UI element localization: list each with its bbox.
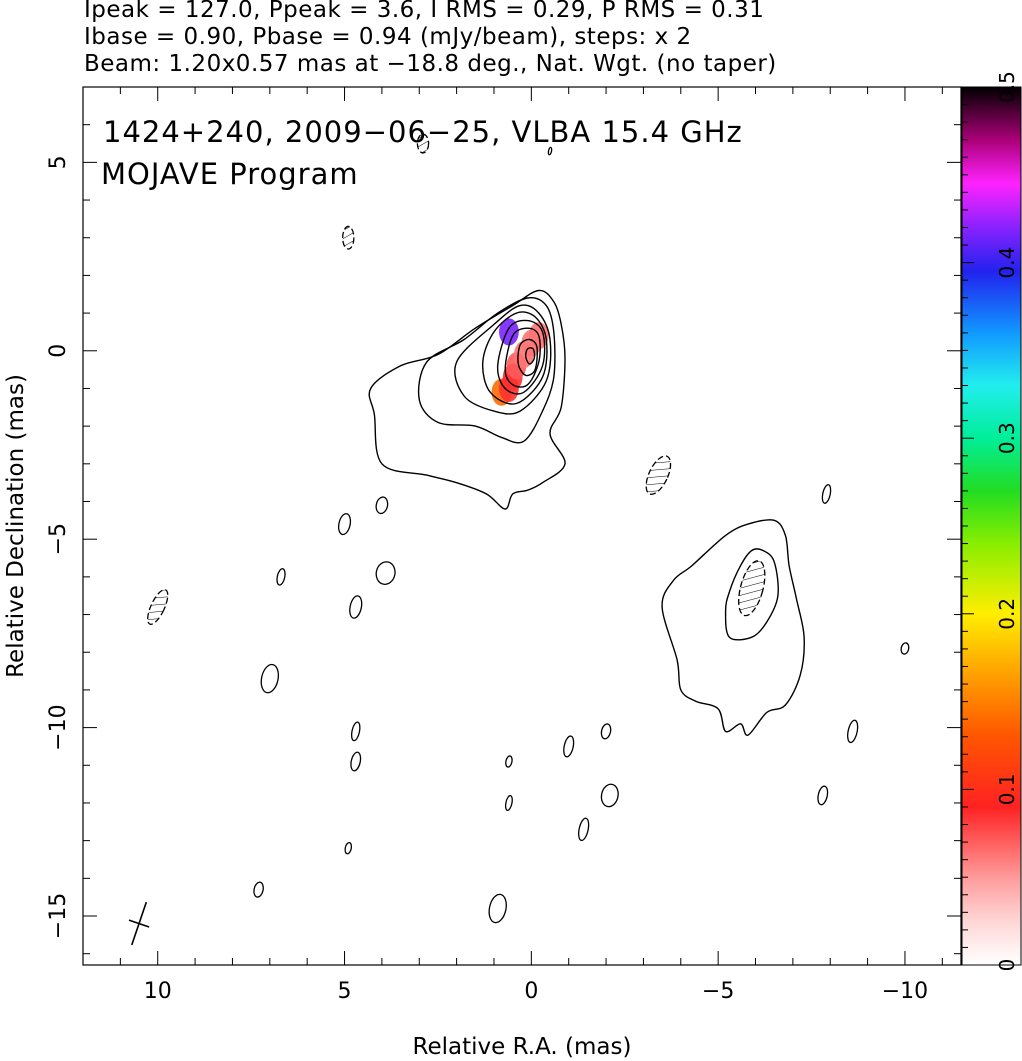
negative-contour-3 (416, 133, 430, 154)
y-axis-label: Relative Declination (mas) (3, 374, 29, 678)
noise-contour-20 (900, 642, 910, 655)
noise-contour-10 (488, 893, 507, 924)
noise-contour-14 (600, 723, 612, 740)
noise-contour-2 (375, 561, 396, 585)
core-contour-7 (524, 347, 536, 365)
y-tick-label: 5 (46, 155, 71, 169)
y-tick-label: −15 (46, 893, 71, 939)
negative-contour-0 (645, 455, 672, 495)
noise-contour-7 (350, 751, 362, 772)
noise-contour-15 (600, 783, 619, 808)
x-tick-label: 10 (144, 979, 172, 1004)
noise-contour-0 (375, 496, 389, 515)
contour-layer (147, 133, 910, 924)
noise-contour-1 (337, 513, 352, 536)
negative-contour-2 (147, 589, 169, 625)
x-tick-label: −5 (702, 979, 734, 1004)
core-contour-1 (417, 297, 556, 444)
noise-contour-17 (821, 484, 832, 504)
colorbar-tick-label: 0.5 (995, 71, 1019, 103)
core-contour-6 (517, 338, 538, 377)
header-line-3: Beam: 1.20x0.57 mas at −18.8 deg., Nat. … (84, 51, 777, 77)
jet-contour-1 (724, 548, 779, 641)
noise-contour-4 (349, 595, 363, 619)
beam-layer (128, 901, 150, 946)
noise-contour-21 (547, 146, 553, 156)
x-tick-label: 5 (338, 979, 352, 1004)
x-tick-label: 0 (524, 979, 538, 1004)
y-tick-label: −5 (46, 523, 71, 555)
colorbar-tick-label: 0.2 (995, 598, 1019, 630)
core-contour-4 (496, 319, 546, 395)
core-contour-3 (481, 311, 548, 405)
noise-contour-9 (253, 881, 264, 898)
noise-contour-12 (504, 794, 513, 812)
x-tick-label: −10 (882, 979, 928, 1004)
x-axis-label: Relative R.A. (mas) (413, 1034, 632, 1060)
noise-contour-19 (847, 719, 859, 744)
program-title: MOJAVE Program (101, 157, 359, 191)
colorbar-ticks: 0 0.1 0.2 0.3 0.4 0.5 (962, 71, 1019, 971)
colorbar-tick-label: 0.3 (995, 422, 1019, 454)
beam-cross (128, 901, 150, 946)
colorbar-tick-label: 0.1 (995, 773, 1019, 805)
colorbar-tick-label: 0 (995, 959, 1019, 972)
y-tick-label: 0 (46, 344, 71, 358)
noise-contour-6 (350, 721, 361, 742)
noise-contour-18 (817, 785, 829, 806)
colorbar (961, 86, 1022, 966)
noise-contour-5 (260, 663, 280, 694)
beam-minor-axis (128, 919, 150, 928)
noise-contour-8 (344, 841, 353, 855)
header-line-2: Ibase = 0.90, Pbase = 0.94 (mJy/beam), s… (84, 24, 692, 50)
header-line-1: Ipeak = 127.0, Ppeak = 3.6, I RMS = 0.29… (84, 0, 765, 23)
negative-contour-4 (342, 225, 355, 250)
noise-contour-11 (505, 755, 513, 768)
noise-contour-13 (563, 735, 575, 758)
noise-contour-3 (276, 568, 286, 586)
source-title: 1424+240, 2009−06−25, VLBA 15.4 GHz (103, 115, 743, 149)
colorbar-tick-label: 0.4 (995, 247, 1019, 279)
axis-ticks: 10 5 0 −5 −10 5 0 −5 −10 −15 (46, 86, 961, 1004)
y-tick-label: −10 (46, 704, 71, 750)
jet-contour-0 (661, 519, 805, 736)
negative-contour-1 (738, 560, 766, 617)
core-contour-5 (504, 327, 541, 388)
noise-contour-16 (578, 817, 590, 842)
core-contour-0 (368, 289, 566, 510)
plot-frame (82, 86, 962, 966)
core-contour-2 (454, 304, 552, 415)
